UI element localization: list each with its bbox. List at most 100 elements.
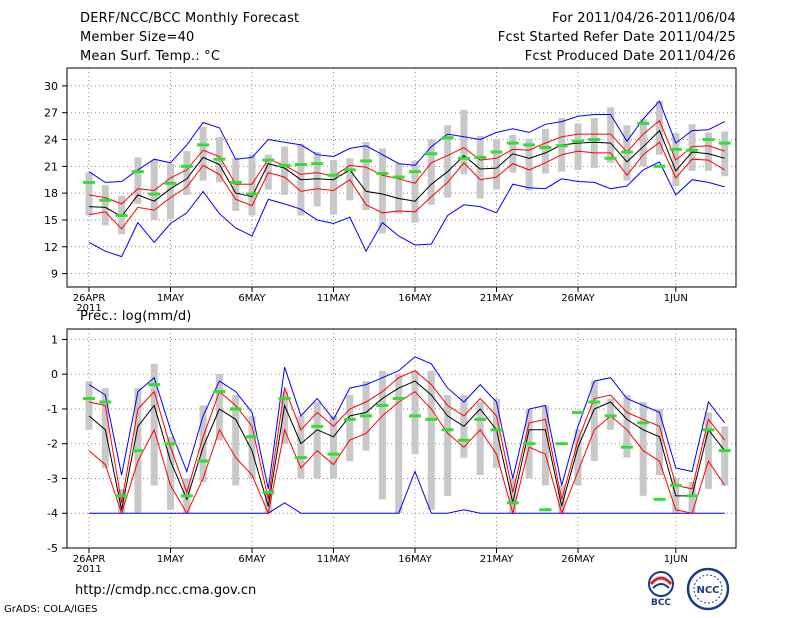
- mean-marker: [669, 483, 682, 487]
- spread-box: [378, 148, 386, 234]
- mean-marker: [131, 170, 144, 174]
- ncc-logo-text: NCC: [696, 585, 719, 596]
- mean-marker: [653, 497, 666, 501]
- member-size: Member Size=40: [80, 30, 195, 45]
- mean-marker: [246, 435, 258, 439]
- spread-box: [281, 146, 289, 195]
- mean-marker: [588, 138, 601, 142]
- spread-box: [395, 374, 403, 514]
- mean-marker: [327, 452, 340, 456]
- mean-marker: [637, 121, 650, 125]
- mean-marker: [669, 147, 682, 151]
- spread-box: [281, 391, 289, 444]
- spread-box: [444, 395, 452, 496]
- mean-marker: [311, 424, 324, 428]
- x-tick-label: 6MAY: [238, 554, 266, 565]
- mean-marker: [474, 417, 487, 421]
- bcc-logo-text: BCC: [651, 598, 671, 606]
- y-tick-label: -3: [47, 472, 58, 485]
- mean-marker: [572, 139, 584, 143]
- spread-box: [427, 370, 435, 510]
- source-url[interactable]: http://cmdp.ncc.cma.gov.cn: [75, 583, 257, 598]
- spread-box: [411, 370, 419, 455]
- x-tick-label: 26MAY: [561, 554, 595, 565]
- mean-marker: [490, 150, 503, 154]
- mean-marker: [539, 508, 552, 512]
- mean-marker: [343, 168, 356, 172]
- spread-box: [85, 172, 93, 216]
- mean-marker: [409, 414, 421, 418]
- mean-marker: [490, 428, 503, 432]
- x-tick-label: 11MAY: [317, 293, 351, 304]
- y-tick-label: 1: [51, 333, 58, 346]
- x-tick-label: 1JUN: [664, 554, 688, 565]
- spread-box: [232, 395, 240, 486]
- mean-marker: [702, 428, 715, 432]
- mean-marker: [718, 449, 731, 453]
- y-tick-label: 9: [51, 268, 58, 281]
- spread-box: [264, 492, 272, 514]
- mean-marker: [83, 397, 95, 401]
- mean-marker: [197, 459, 210, 463]
- spread-box: [721, 131, 729, 177]
- mean-marker: [180, 164, 193, 168]
- mean-marker: [409, 170, 421, 174]
- mean-marker: [327, 173, 340, 177]
- mean-marker: [653, 164, 666, 168]
- max-line: [88, 356, 726, 490]
- spread-box: [590, 118, 598, 169]
- spread-box: [688, 481, 696, 514]
- spread-box: [509, 478, 517, 514]
- spread-box: [704, 132, 712, 171]
- spread-box: [101, 388, 109, 469]
- spread-box: [427, 139, 435, 205]
- mean-marker: [148, 383, 161, 387]
- mean-marker: [164, 442, 177, 446]
- spread-box: [330, 415, 337, 479]
- x-tick-label: 11MAY: [317, 554, 351, 565]
- spread-box: [493, 139, 500, 190]
- mean-marker: [131, 449, 144, 453]
- spread-box: [297, 415, 305, 479]
- spread-box: [460, 110, 468, 175]
- spread-box: [199, 126, 207, 181]
- mean-marker: [343, 417, 356, 421]
- spread-box: [395, 163, 403, 214]
- mean-marker: [246, 192, 258, 196]
- spread-box: [199, 405, 207, 482]
- spread-box: [378, 370, 386, 500]
- mean-marker: [702, 138, 715, 142]
- spread-box: [721, 426, 729, 486]
- x-tick-label: 26APR: [73, 554, 106, 565]
- mean-marker: [539, 146, 552, 150]
- x-tick-label: 16MAY: [398, 554, 432, 565]
- spread-box: [541, 405, 549, 486]
- spread-box: [493, 398, 500, 469]
- mean-marker: [83, 180, 95, 184]
- spread-box: [639, 118, 647, 167]
- mean-marker: [506, 141, 519, 145]
- mean-marker: [376, 403, 389, 407]
- refer-date: Fcst Started Refer Date 2011/04/25: [497, 30, 736, 45]
- mean-marker: [278, 163, 291, 167]
- mean-marker: [555, 144, 568, 148]
- spread-box: [183, 151, 191, 195]
- mean-marker: [148, 192, 161, 196]
- ncc-logo-icon: NCC: [686, 567, 730, 611]
- mean-marker: [620, 150, 633, 154]
- spread-box: [607, 107, 615, 163]
- mean-marker: [604, 156, 617, 160]
- mean-marker: [506, 501, 519, 505]
- q75-line: [88, 370, 726, 503]
- spread-box: [607, 398, 615, 430]
- mean-marker: [197, 143, 210, 147]
- y-tick-label: -5: [47, 542, 58, 555]
- mean-marker: [523, 442, 536, 446]
- y-tick-label: 24: [44, 134, 58, 147]
- spread-box: [590, 381, 598, 462]
- q75-line: [88, 119, 725, 205]
- q25-line: [88, 141, 725, 230]
